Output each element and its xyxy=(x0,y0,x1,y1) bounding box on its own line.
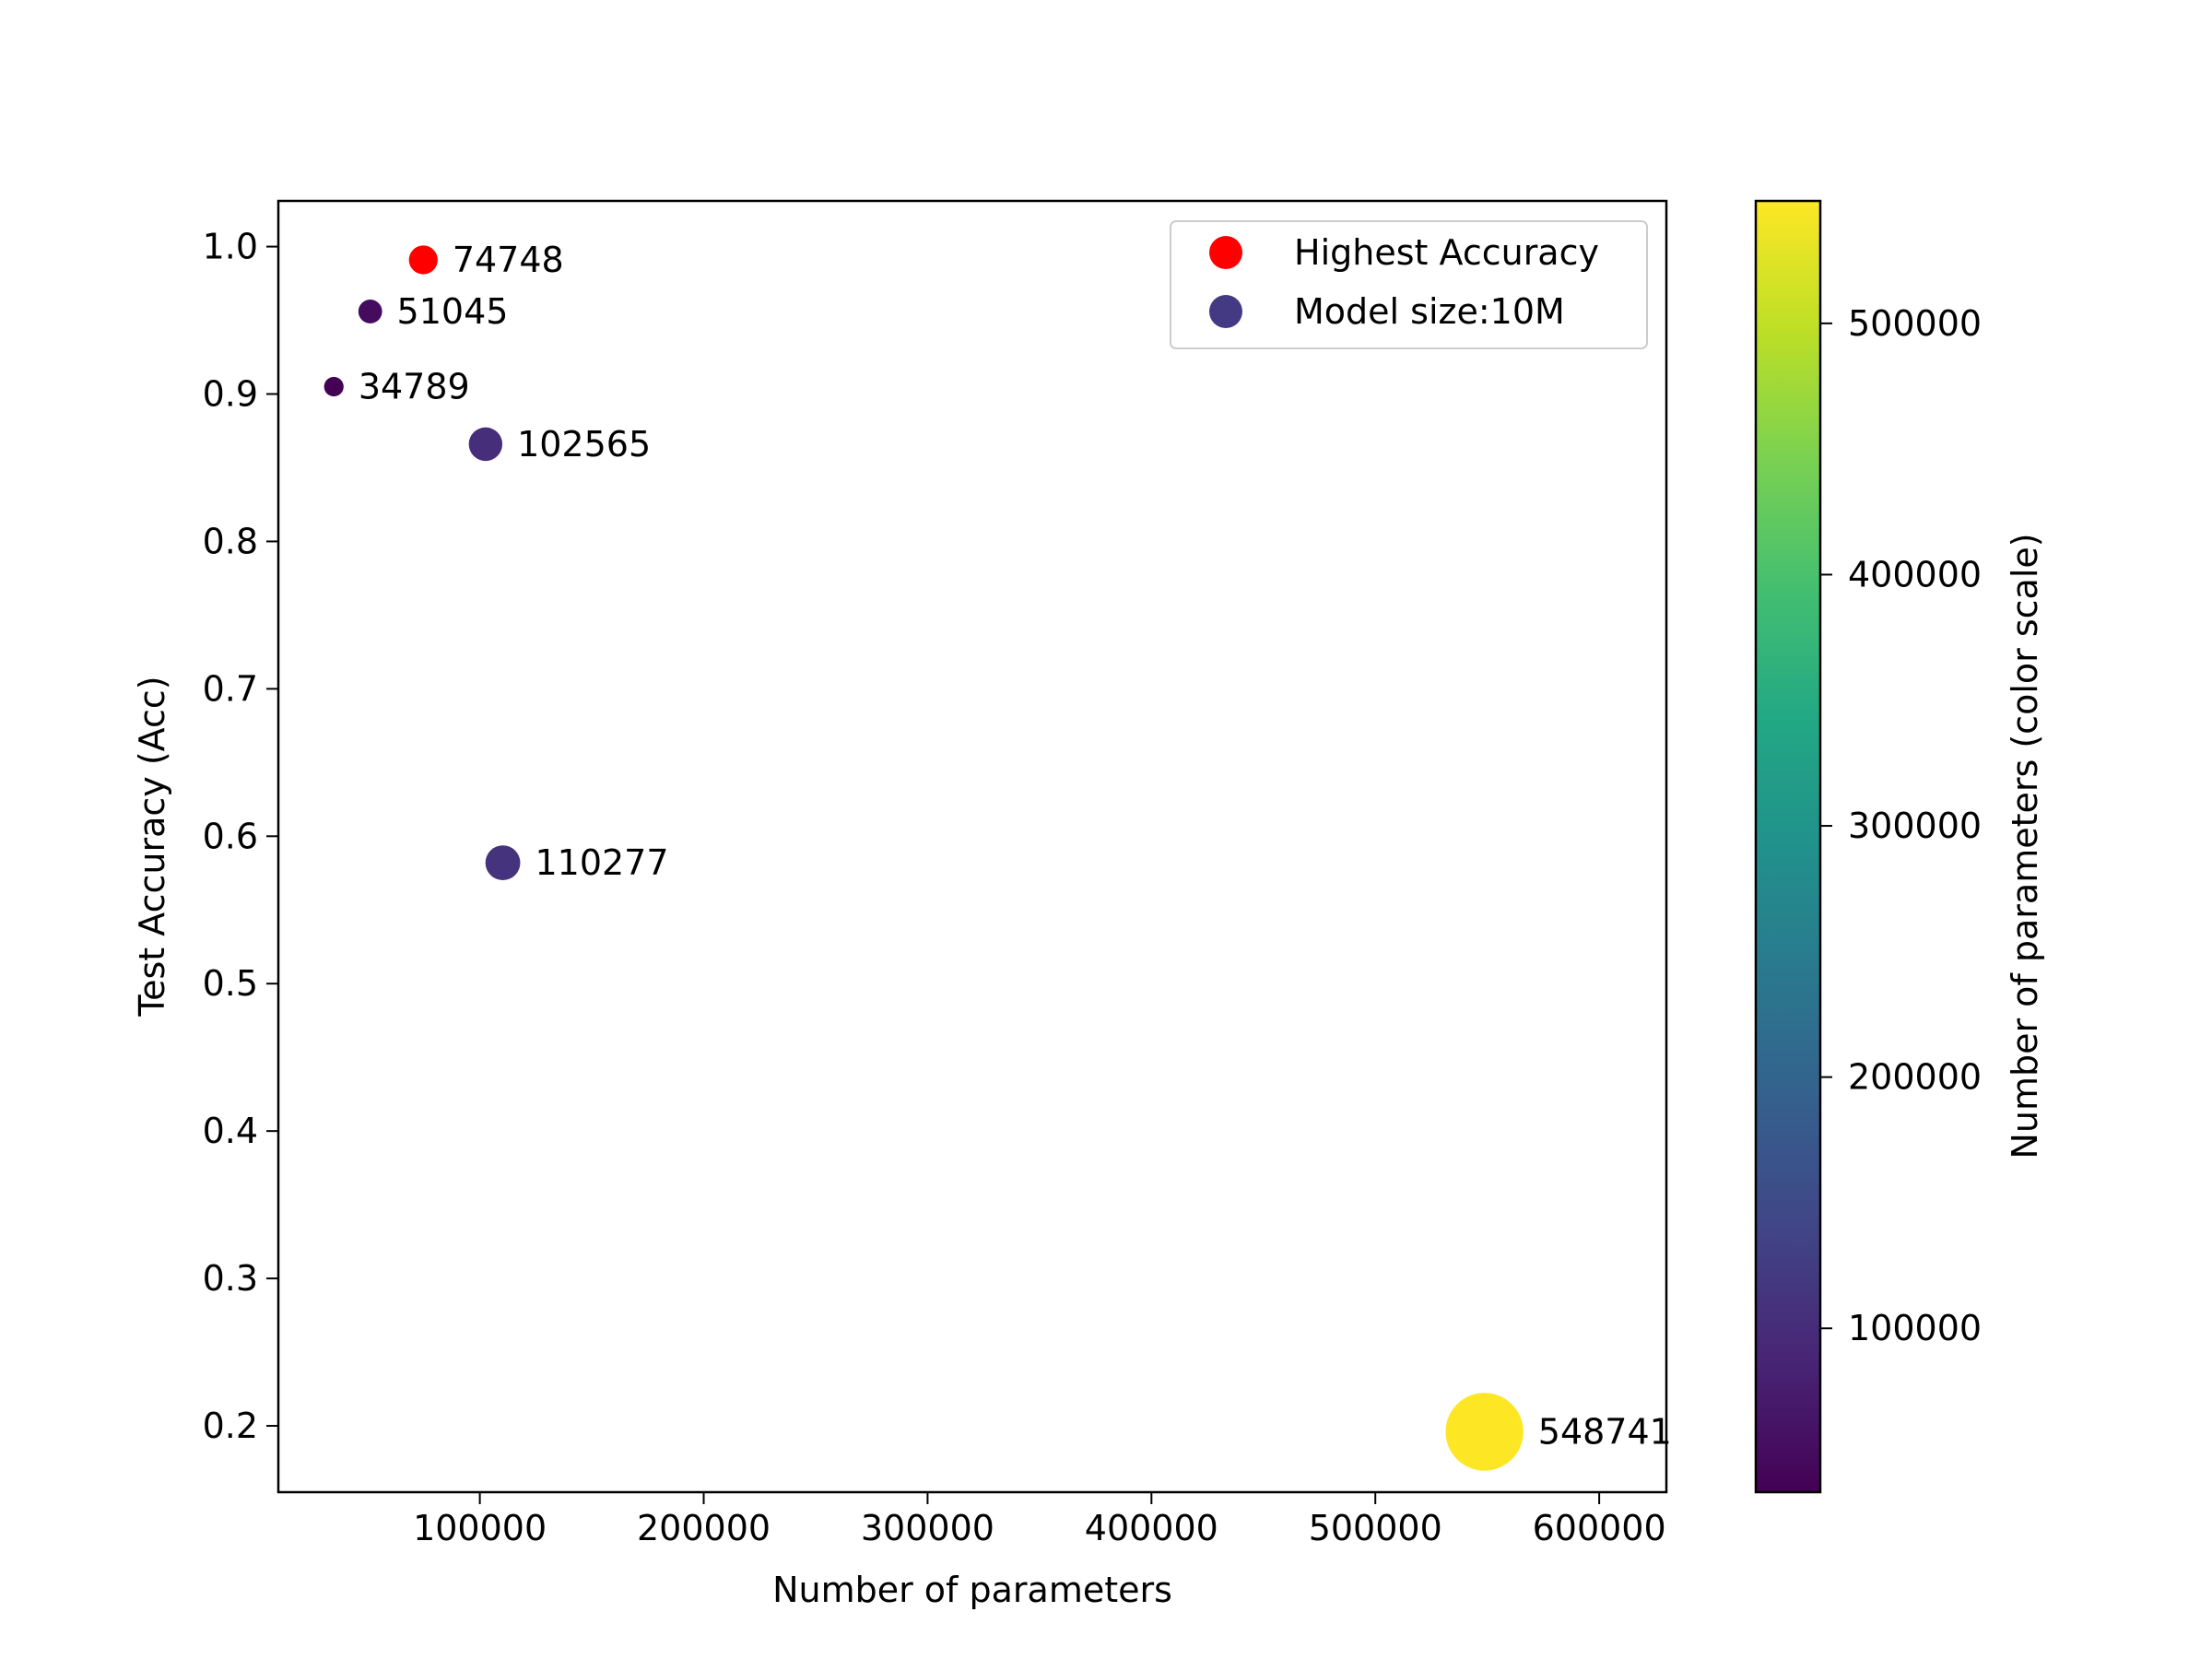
y-axis-label: Test Accuracy (Acc) xyxy=(132,676,172,1017)
legend-label: Model size:10M xyxy=(1294,291,1565,332)
colorbar-gradient xyxy=(1754,199,1822,1494)
colorbar-label: Number of parameters (color scale) xyxy=(2005,533,2045,1159)
point-labels: 74748 51045 34789 102565 110277 548741 xyxy=(359,240,1672,1452)
y-axis-ticks: 0.2 0.3 0.4 0.5 0.6 0.7 0.8 0.9 1.0 xyxy=(203,227,278,1446)
colorbar-tick-label: 300000 xyxy=(1848,806,1982,846)
colorbar: 100000 200000 300000 400000 500000 Number of… xyxy=(1754,199,2045,1494)
colorbar-tick-label: 400000 xyxy=(1848,554,1982,594)
y-tick-label: 0.8 xyxy=(203,521,258,561)
legend-marker xyxy=(1209,295,1242,328)
x-tick-label: 600000 xyxy=(1533,1508,1666,1548)
y-tick-label: 0.2 xyxy=(203,1406,258,1446)
x-axis-label: Number of parameters xyxy=(772,1570,1172,1610)
x-tick-label: 400000 xyxy=(1085,1508,1218,1548)
scatter-point xyxy=(1445,1393,1524,1471)
legend: Highest Accuracy Model size:10M xyxy=(1170,220,1648,349)
colorbar-tick-label: 100000 xyxy=(1848,1308,1982,1348)
point-label: 102565 xyxy=(517,424,651,465)
colorbar-ticks: 100000 200000 300000 400000 500000 xyxy=(1820,303,1982,1348)
x-tick-label: 100000 xyxy=(413,1508,547,1548)
y-tick-label: 1.0 xyxy=(203,227,258,267)
x-tick-label: 200000 xyxy=(637,1508,771,1548)
scatter-point xyxy=(468,427,503,462)
colorbar-tick-label: 200000 xyxy=(1848,1057,1982,1098)
scatter-points xyxy=(324,245,1524,1471)
y-tick-label: 0.4 xyxy=(203,1111,258,1151)
x-tick-label: 300000 xyxy=(861,1508,994,1548)
point-label: 548741 xyxy=(1538,1411,1672,1452)
plot-axes: 100000 200000 300000 400000 500000 600000 0.2… xyxy=(132,199,1672,1610)
legend-label: Highest Accuracy xyxy=(1294,232,1599,273)
scatter-point xyxy=(408,245,438,275)
scatter-point xyxy=(358,300,382,324)
colorbar-tick-label: 500000 xyxy=(1848,303,1982,344)
plot-frame xyxy=(276,199,1668,1494)
scatter-point xyxy=(485,845,521,880)
point-label: 74748 xyxy=(453,240,564,280)
y-tick-label: 0.9 xyxy=(203,374,258,415)
point-label: 51045 xyxy=(397,291,509,332)
y-tick-label: 0.7 xyxy=(203,668,258,709)
x-axis-ticks: 100000 200000 300000 400000 500000 600000 xyxy=(413,1492,1666,1548)
point-label: 110277 xyxy=(535,842,668,883)
legend-marker xyxy=(1209,236,1242,269)
scatter-point xyxy=(324,376,344,397)
x-tick-label: 500000 xyxy=(1309,1508,1442,1548)
y-tick-label: 0.5 xyxy=(203,963,258,1004)
legend-box xyxy=(1170,220,1648,349)
y-tick-label: 0.3 xyxy=(203,1258,258,1299)
y-tick-label: 0.6 xyxy=(203,816,258,856)
point-label: 34789 xyxy=(359,367,470,407)
